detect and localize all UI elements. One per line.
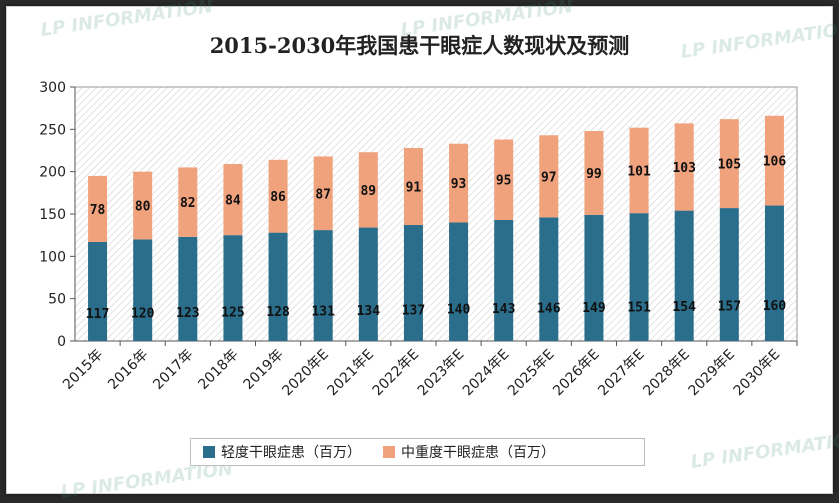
- bar-mild: [223, 235, 243, 341]
- y-tick-label: 300: [39, 80, 66, 96]
- x-tick-label: 2024年E: [460, 347, 513, 400]
- bar-severe: [88, 175, 108, 242]
- x-tick-label: 2030年E: [731, 347, 784, 400]
- data-label: 140: [447, 303, 471, 318]
- x-tick-label: 2022年E: [370, 347, 423, 400]
- bar-mild: [629, 213, 649, 341]
- x-tick-label: 2025年E: [505, 347, 558, 400]
- x-tick-label: 2015年: [60, 347, 106, 393]
- chart-title: 2015-2030年我国患干眼症人数现状及预测: [209, 33, 630, 58]
- y-tick-label: 100: [39, 249, 66, 265]
- bar-mild: [358, 227, 378, 341]
- data-label: 143: [492, 302, 515, 317]
- data-label: 80: [135, 200, 151, 215]
- bar-severe: [358, 152, 378, 228]
- bar-severe: [178, 167, 198, 237]
- data-label: 99: [586, 167, 602, 182]
- data-label: 89: [360, 184, 376, 199]
- data-label: 91: [406, 180, 422, 195]
- bar-mild: [584, 214, 604, 341]
- data-label: 87: [315, 187, 331, 202]
- data-label: 82: [180, 196, 196, 211]
- bar-mild: [764, 205, 784, 341]
- bar-severe: [313, 156, 333, 231]
- bar-severe: [764, 115, 784, 206]
- data-label: 105: [718, 158, 741, 173]
- data-label: 154: [672, 300, 696, 315]
- x-tick-label: 2021年E: [324, 347, 377, 400]
- data-label: 117: [86, 307, 109, 322]
- data-label: 101: [627, 164, 651, 179]
- bar-severe: [133, 171, 153, 240]
- bar-severe: [674, 123, 694, 211]
- legend-swatch-severe: [383, 446, 395, 458]
- data-label: 95: [496, 174, 512, 189]
- bar-severe: [403, 147, 423, 226]
- data-label: 149: [582, 301, 605, 316]
- data-label: 137: [402, 303, 425, 318]
- legend-label-severe: 中重度干眼症患（百万）: [401, 445, 555, 461]
- data-label: 157: [718, 299, 741, 314]
- bar-severe: [629, 127, 649, 214]
- legend-swatch-mild: [203, 446, 215, 458]
- bar-severe: [268, 159, 288, 233]
- x-tick-label: 2026年E: [550, 347, 603, 400]
- bar-mild: [133, 239, 153, 341]
- y-tick-label: 200: [39, 165, 66, 181]
- legend-item-mild: 轻度干眼症患（百万）: [203, 442, 361, 462]
- x-tick-label: 2028年E: [640, 347, 693, 400]
- x-tick-label: 2016年: [105, 347, 151, 393]
- bar-severe: [584, 131, 604, 215]
- data-label: 146: [537, 302, 561, 317]
- bar-mild: [178, 236, 198, 341]
- bar-mild: [403, 225, 423, 341]
- x-tick-label: 2020年E: [279, 347, 332, 400]
- y-tick-label: 250: [39, 122, 66, 138]
- bar-mild: [674, 210, 694, 341]
- data-label: 160: [763, 299, 787, 314]
- x-tick-label: 2023年E: [415, 347, 468, 400]
- bar-mild: [313, 230, 333, 341]
- bar-severe: [494, 139, 514, 220]
- data-label: 123: [176, 306, 199, 321]
- data-label: 134: [357, 304, 381, 319]
- data-label: 93: [451, 177, 467, 192]
- legend-label-mild: 轻度干眼症患（百万）: [221, 445, 361, 461]
- data-label: 128: [266, 305, 290, 320]
- data-label: 86: [270, 190, 286, 205]
- y-tick-label: 50: [48, 292, 66, 308]
- bar-mild: [268, 232, 288, 341]
- data-label: 106: [763, 155, 787, 170]
- data-label: 84: [225, 194, 241, 209]
- bar-mild: [494, 219, 514, 341]
- data-label: 125: [221, 306, 244, 321]
- chart-legend: 轻度干眼症患（百万） 中重度干眼症患（百万）: [190, 438, 645, 466]
- data-label: 131: [311, 304, 335, 319]
- y-tick-label: 150: [39, 207, 66, 223]
- bar-mild: [539, 217, 559, 341]
- data-label: 97: [541, 170, 557, 185]
- bar-severe: [719, 119, 739, 209]
- data-label: 103: [672, 161, 695, 176]
- legend-item-severe: 中重度干眼症患（百万）: [383, 442, 555, 462]
- data-label: 78: [90, 203, 106, 218]
- x-tick-label: 2029年E: [685, 347, 738, 400]
- y-tick-label: 0: [57, 334, 66, 350]
- bar-mild: [88, 241, 108, 341]
- x-tick-label: 2018年: [195, 347, 241, 393]
- data-label: 120: [131, 307, 155, 322]
- bar-severe: [449, 143, 469, 223]
- bar-severe: [223, 164, 243, 236]
- bar-mild: [449, 222, 469, 341]
- bar-severe: [539, 135, 559, 218]
- bar-mild: [719, 208, 739, 341]
- x-tick-label: 2017年: [150, 347, 196, 393]
- data-label: 151: [627, 301, 651, 316]
- x-tick-label: 2027年E: [595, 347, 648, 400]
